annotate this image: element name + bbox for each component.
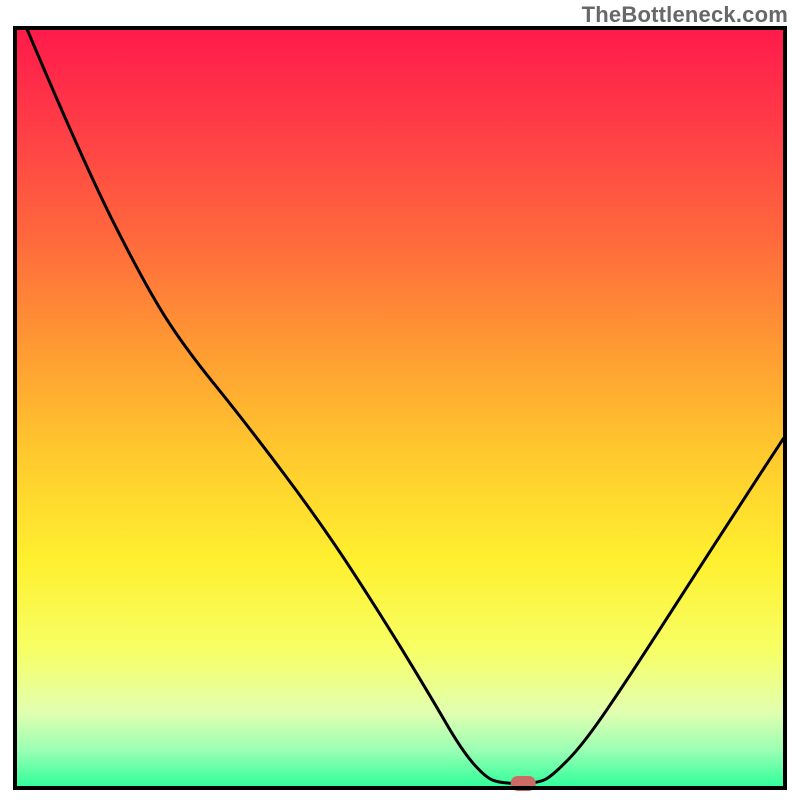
watermark-text: TheBottleneck.com	[582, 2, 788, 28]
bottleneck-chart	[0, 0, 800, 800]
chart-container: TheBottleneck.com	[0, 0, 800, 800]
plot-background	[15, 28, 785, 788]
